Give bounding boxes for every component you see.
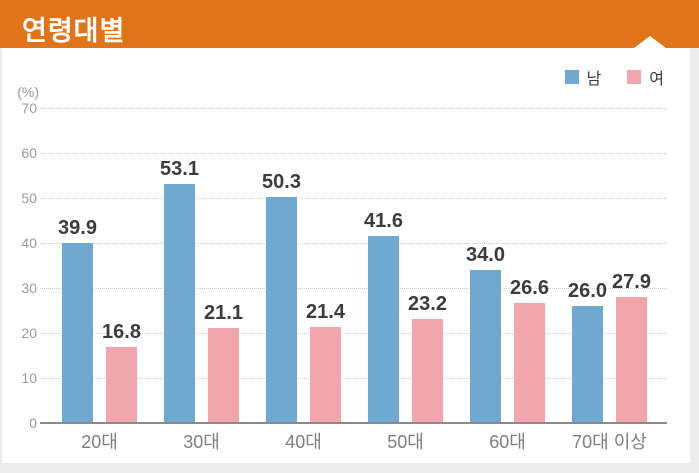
bar-value-label: 23.2: [408, 292, 447, 315]
bar-value-label: 34.0: [466, 244, 505, 266]
bar-value-label: 26.6: [510, 277, 549, 300]
gridline: [40, 198, 667, 199]
y-axis-tick-label: 10: [21, 370, 37, 386]
gridline: [40, 333, 667, 334]
header-notch-icon: [634, 36, 666, 48]
y-axis-unit-label: (%): [17, 84, 39, 100]
bar-value-label: 50.3: [262, 170, 301, 193]
male-color-swatch-icon: [564, 70, 579, 84]
chart-legend: 남 여: [564, 65, 664, 89]
legend-item-male: 남: [564, 65, 602, 89]
chart-card: 남 여 (%) 0 10 20 30 40 50 60 70 39.9 16.8 20대 53.1 21…: [2, 48, 690, 463]
bar-value-label: 27.9: [612, 271, 651, 294]
x-axis-label: 50대: [387, 432, 424, 452]
bar-male: [164, 184, 195, 423]
x-axis-label: 60대: [489, 432, 526, 452]
section-header: 연령대별: [0, 0, 699, 48]
bar-value-label: 26.0: [568, 280, 607, 302]
y-axis-tick-label: 70: [21, 100, 37, 116]
y-axis-tick-label: 20: [21, 325, 37, 341]
gridline: [40, 153, 667, 154]
x-axis-line: [40, 422, 667, 424]
bar-female: [208, 328, 239, 423]
y-axis-tick-label: 50: [21, 190, 37, 206]
bar-value-label: 53.1: [160, 158, 199, 181]
bar-value-label: 21.1: [204, 302, 243, 325]
bar-female: [514, 303, 545, 423]
bar-male: [572, 306, 603, 423]
y-axis-tick-label: 0: [29, 415, 37, 431]
bar-value-label: 39.9: [58, 217, 97, 240]
gridline: [40, 378, 667, 379]
bar-female: [412, 318, 443, 423]
bar-value-label: 41.6: [364, 209, 403, 232]
bar-male: [368, 235, 399, 423]
x-axis-label: 70대 이상: [572, 432, 647, 452]
y-axis-tick-label: 60: [21, 145, 37, 161]
gridline: [40, 108, 667, 109]
gridline: [40, 243, 667, 244]
x-axis-label: 40대: [285, 432, 322, 452]
female-color-swatch-icon: [627, 70, 642, 84]
x-axis-label: 30대: [183, 432, 220, 452]
legend-label-female: 여: [649, 71, 664, 88]
legend-label-male: 남: [586, 71, 602, 88]
y-axis-tick-label: 30: [21, 280, 37, 296]
page-title: 연령대별: [22, 16, 126, 46]
x-axis-label: 20대: [81, 432, 118, 452]
bar-female: [310, 326, 341, 423]
bar-value-label: 21.4: [306, 300, 345, 323]
bar-female: [106, 347, 137, 423]
bar-male: [266, 196, 297, 423]
bar-value-label: 16.8: [102, 321, 141, 344]
legend-item-female: 여: [627, 65, 664, 89]
bar-male: [62, 243, 93, 423]
bar-chart-plot: 0 10 20 30 40 50 60 70 39.9 16.8 20대 53.1 21.1 30대 50.…: [2, 48, 690, 463]
y-axis-tick-label: 40: [21, 235, 37, 251]
gridline: [40, 288, 667, 289]
bar-male: [470, 270, 501, 423]
bar-female: [616, 297, 647, 423]
